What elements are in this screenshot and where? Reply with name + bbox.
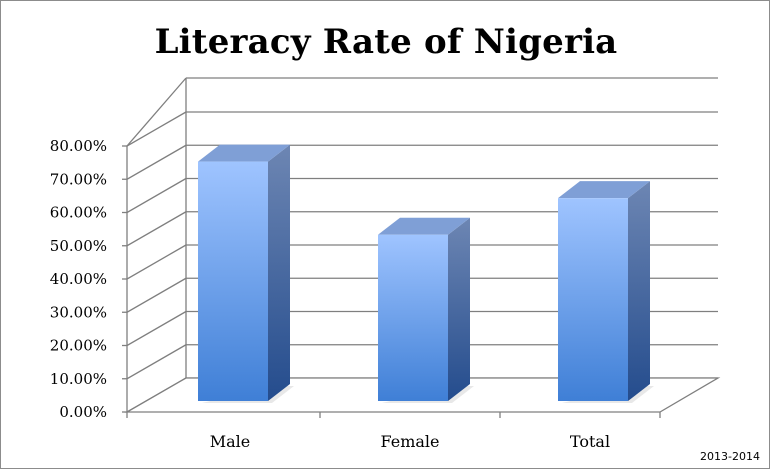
bar-total [558, 181, 654, 403]
gridline-side [126, 177, 187, 214]
y-tick-label: 40.00% [50, 270, 107, 288]
y-tick-label: 50.00% [50, 237, 107, 255]
gridline-side [126, 211, 187, 247]
y-tick-label: 0.00% [59, 403, 107, 421]
bar-front-face [378, 234, 448, 401]
bar-top-face [558, 181, 650, 199]
period-note: 2013-2014 [700, 450, 760, 463]
y-tick-label: 30.00% [50, 303, 107, 321]
bar-top-face [198, 144, 290, 162]
gridline-side [126, 144, 187, 180]
y-tick-label: 20.00% [50, 337, 107, 355]
bar-female [378, 217, 474, 403]
y-tick-label: 70.00% [50, 170, 107, 188]
x-tick-label: Male [210, 432, 251, 451]
bar-front-face [198, 161, 268, 401]
x-tick-label: Total [570, 432, 610, 451]
bar-side-face [628, 181, 650, 401]
gridline-side [126, 277, 187, 313]
bars [198, 144, 654, 403]
gridline-side [126, 310, 187, 347]
chart-title: Literacy Rate of Nigeria [154, 22, 618, 62]
bar-side-face [268, 144, 290, 401]
y-tick-label: 80.00% [50, 137, 107, 155]
bar-front-face [558, 198, 628, 401]
y-tick-label: 10.00% [50, 370, 107, 388]
y-tick-label: 60.00% [50, 204, 107, 222]
bar-side-face [448, 217, 470, 401]
gridline-side [126, 244, 187, 280]
gridline-side [126, 344, 187, 380]
bar-top-face [378, 217, 470, 235]
x-tick-label: Female [381, 432, 440, 451]
gridline-side [126, 111, 187, 147]
bar-male [198, 144, 294, 403]
gridline-side [126, 77, 187, 147]
category-axis: Male Female Total [210, 432, 610, 451]
